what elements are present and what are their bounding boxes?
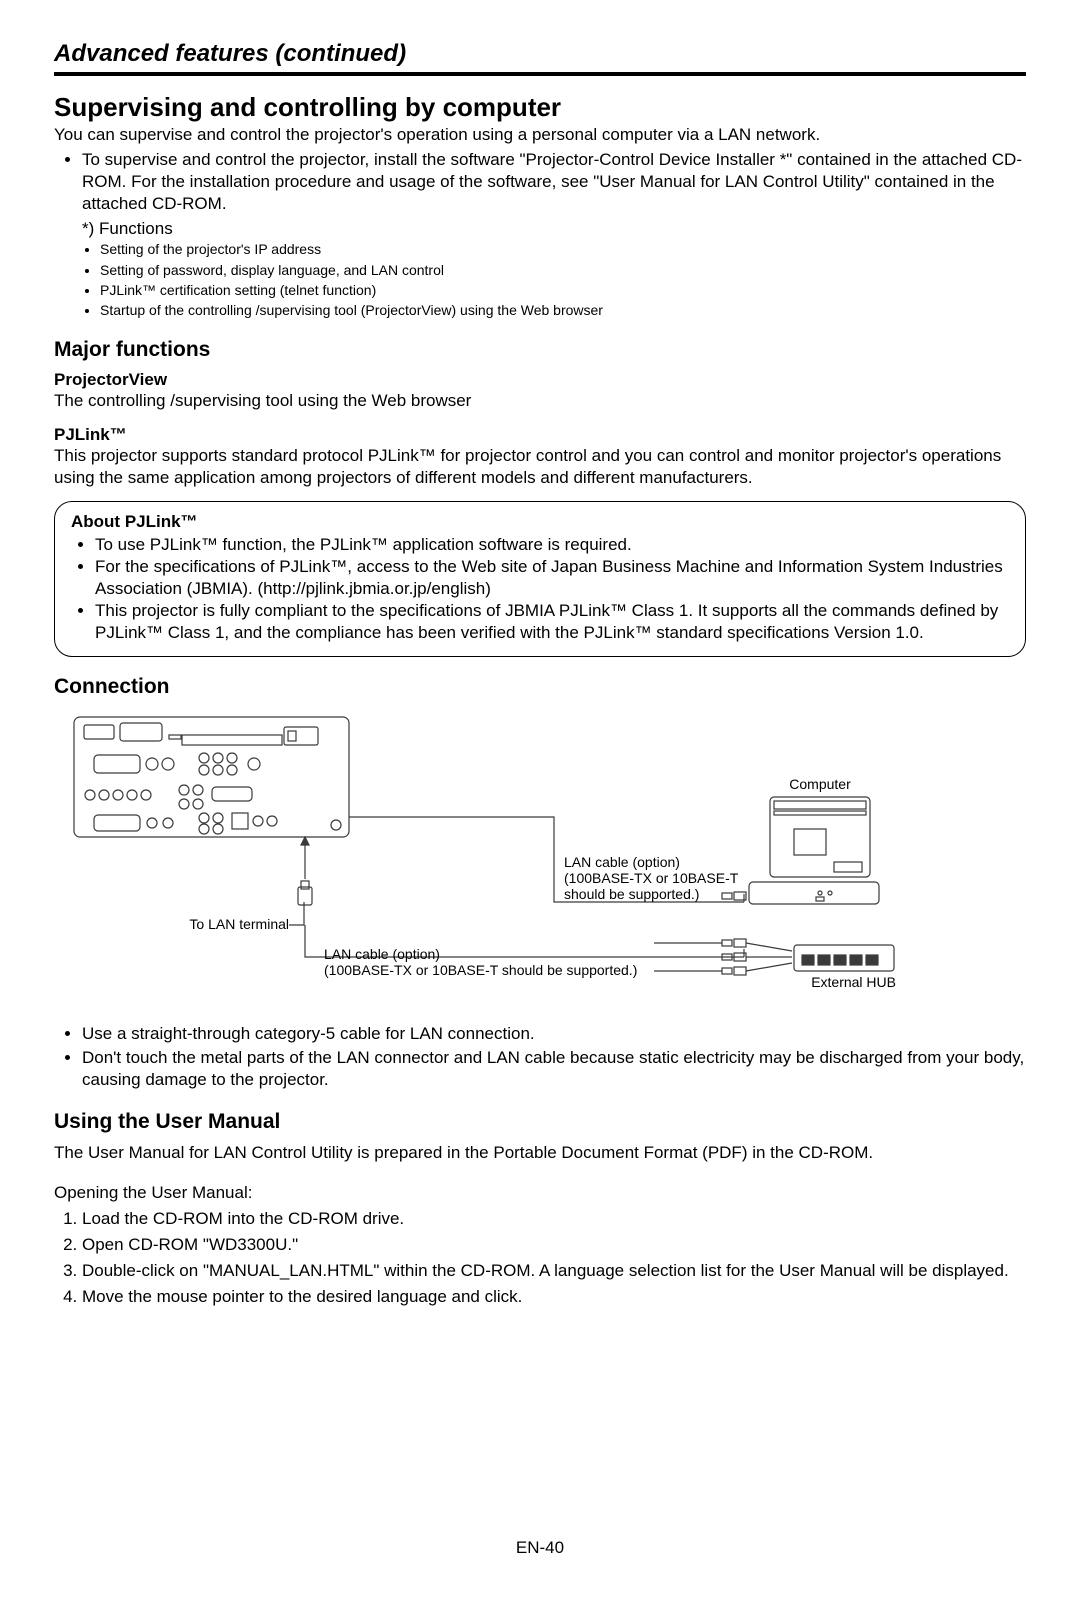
- page-header: Advanced features (continued): [54, 40, 1026, 76]
- connection-diagram: To LAN terminal LAN cable (option) (100B…: [54, 707, 1026, 1007]
- function-item: Setting of password, display language, a…: [100, 260, 1026, 280]
- about-item: For the specifications of PJLink™, acces…: [95, 556, 1009, 600]
- connection-bullets: Use a straight-through category-5 cable …: [54, 1023, 1026, 1091]
- function-item: Setting of the projector's IP address: [100, 239, 1026, 259]
- function-item: Startup of the controlling /supervising …: [100, 300, 1026, 320]
- bullet: Use a straight-through category-5 cable …: [82, 1023, 1026, 1045]
- about-list: To use PJLink™ function, the PJLink™ app…: [71, 534, 1009, 644]
- label-hub: External HUB: [811, 974, 896, 990]
- label-to-lan: To LAN terminal: [189, 916, 289, 932]
- manual-heading: Using the User Manual: [54, 1110, 1026, 1134]
- step: Open CD-ROM "WD3300U.": [82, 1234, 1026, 1256]
- major-heading: Major functions: [54, 338, 1026, 362]
- page-number: EN-40: [54, 1538, 1026, 1558]
- about-item: To use PJLink™ function, the PJLink™ app…: [95, 534, 1009, 556]
- pjlink-title: PJLink™: [54, 425, 1026, 445]
- label-lan2b: (100BASE-TX or 10BASE-T: [564, 870, 739, 886]
- label-lan2a: LAN cable (option): [564, 854, 680, 870]
- about-item: This projector is fully compliant to the…: [95, 600, 1009, 644]
- about-box: About PJLink™ To use PJLink™ function, t…: [54, 501, 1026, 657]
- label-computer: Computer: [789, 776, 851, 792]
- functions-label: *) Functions: [82, 219, 1026, 239]
- step: Double-click on "MANUAL_LAN.HTML" within…: [82, 1260, 1026, 1282]
- projectorview-text: The controlling /supervising tool using …: [54, 390, 1026, 412]
- step: Load the CD-ROM into the CD-ROM drive.: [82, 1208, 1026, 1230]
- functions-list: Setting of the projector's IP address Se…: [54, 239, 1026, 320]
- section-title: Supervising and controlling by computer: [54, 92, 1026, 123]
- bullet: Don't touch the metal parts of the LAN c…: [82, 1047, 1026, 1091]
- connection-heading: Connection: [54, 675, 1026, 699]
- step: Move the mouse pointer to the desired la…: [82, 1286, 1026, 1308]
- label-lan1b: (100BASE-TX or 10BASE-T should be suppor…: [324, 962, 637, 978]
- function-item: PJLink™ certification setting (telnet fu…: [100, 280, 1026, 300]
- pjlink-text: This projector supports standard protoco…: [54, 445, 1026, 489]
- label-lan1: LAN cable (option): [324, 946, 440, 962]
- manual-opening: Opening the User Manual:: [54, 1182, 1026, 1204]
- bullet: To supervise and control the projector, …: [82, 149, 1026, 215]
- label-lan2c: should be supported.): [564, 886, 699, 902]
- manual-intro: The User Manual for LAN Control Utility …: [54, 1142, 1026, 1164]
- manual-steps: Load the CD-ROM into the CD-ROM drive. O…: [54, 1208, 1026, 1308]
- intro-text: You can supervise and control the projec…: [54, 125, 1026, 145]
- about-heading: About PJLink™: [71, 512, 1009, 532]
- main-bullets: To supervise and control the projector, …: [54, 149, 1026, 215]
- projectorview-title: ProjectorView: [54, 370, 1026, 390]
